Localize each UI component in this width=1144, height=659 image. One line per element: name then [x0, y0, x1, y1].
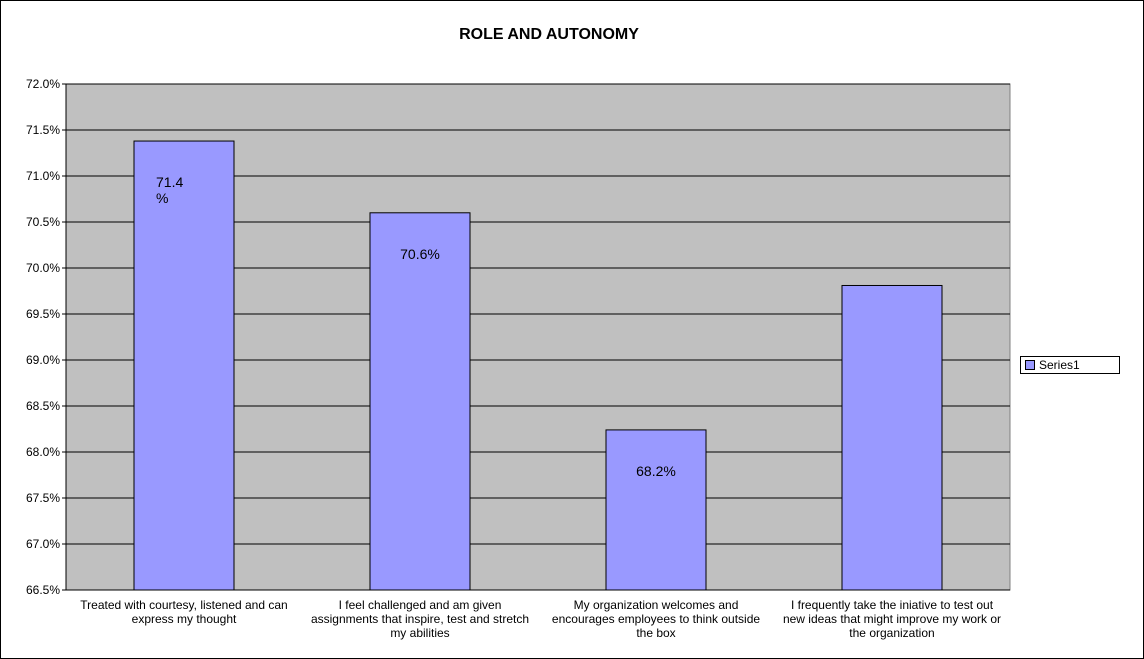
y-tick-label: 66.5% — [26, 583, 60, 597]
x-tick-label-line: My organization welcomes and — [573, 598, 739, 612]
legend: Series1 — [1020, 356, 1120, 374]
data-label: 70.6% — [400, 246, 440, 262]
x-tick-label-line: I feel challenged and am given — [338, 598, 502, 612]
bar — [605, 429, 707, 591]
bar — [369, 212, 471, 591]
x-tick-label-line: the organization — [849, 626, 935, 640]
data-labels: 71.4% 70.6% 68.2% — [156, 174, 676, 479]
chart-title: ROLE AND AUTONOMY — [459, 26, 639, 43]
legend-swatch — [1025, 360, 1035, 370]
x-tick-label-line: encourages employees to think outside — [551, 612, 761, 626]
x-tick-label-line: I frequently take the iniative to test o… — [790, 598, 994, 612]
y-tick-label: 70.5% — [26, 215, 60, 229]
y-tick-label: 68.0% — [26, 445, 60, 459]
y-tick-label: 68.5% — [26, 399, 60, 413]
x-tick-label: Treated with courtesy, listened and can e… — [59, 598, 309, 626]
y-tick-label: 70.0% — [26, 261, 60, 275]
x-tick-label-line: assignments that inspire, test and stret… — [310, 612, 530, 626]
x-tick-label-line: my abilities — [390, 626, 450, 640]
bar — [133, 140, 235, 591]
y-tick-label: 69.0% — [26, 353, 60, 367]
y-tick-label: 71.0% — [26, 169, 60, 183]
data-label: 68.2% — [636, 463, 676, 479]
bar — [841, 284, 943, 591]
y-tick-label: 72.0% — [26, 77, 60, 91]
y-axis: 66.5% 67.0% 67.5% 68.0% 68.5% 69.0% 69.5% 70.0%… — [26, 77, 1010, 597]
x-tick-label: I frequently take the iniative to test o… — [767, 598, 1017, 640]
x-tick-label: I feel challenged and am given assignment… — [295, 598, 545, 640]
data-label: % — [156, 190, 168, 206]
x-tick-label-line: the box — [636, 626, 676, 640]
y-tick-label: 69.5% — [26, 307, 60, 321]
data-label: 71.4 — [156, 174, 183, 190]
y-tick-label: 67.0% — [26, 537, 60, 551]
x-tick-label-line: new ideas that might improve my work or — [782, 612, 1002, 626]
y-tick-label: 67.5% — [26, 491, 60, 505]
legend-label: Series1 — [1039, 358, 1080, 372]
x-tick-label-line: express my thought — [131, 612, 237, 626]
x-tick-label-line: Treated with courtesy, listened and can — [80, 598, 288, 612]
y-tick-label: 71.5% — [26, 123, 60, 137]
bars — [133, 140, 943, 591]
x-tick-label: My organization welcomes and encourages e… — [531, 598, 781, 640]
